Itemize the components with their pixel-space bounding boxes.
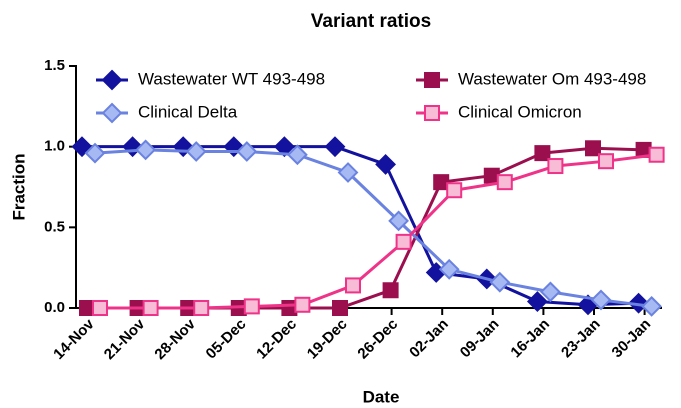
square-marker [534,145,551,162]
diamond-marker [286,144,308,166]
square-marker [92,300,108,316]
square-marker [243,298,260,315]
x-tick-label: 12-Dec [253,316,300,363]
diamond-marker [273,136,295,158]
square-marker [446,182,463,199]
square-marker [547,158,564,175]
diamond-marker [236,141,258,162]
x-tick-label: 16-Jan [507,316,553,362]
square-marker [496,174,513,191]
diamond-marker [375,153,397,175]
x-tick-label: 02-Jan [406,316,452,362]
y-tick-label: 1.0 [44,138,65,155]
square-marker [433,174,450,191]
square-marker [395,233,412,250]
diamond-marker [185,141,207,162]
y-tick-label: 0.5 [44,218,65,235]
legend-marker [424,105,440,121]
square-marker [193,300,210,316]
legend-label: Clinical Delta [138,102,238,121]
x-tick-label: 23-Jan [558,316,604,362]
diamond-marker [526,291,548,312]
diamond-marker [641,295,663,317]
x-tick-label: 09-Jan [457,316,503,362]
x-tick-label: 05-Dec [203,316,250,363]
legend-label: Wastewater Om 493-498 [458,69,646,88]
x-tick-label: 28-Nov [151,315,199,363]
chart-title: Variant ratios [311,11,431,32]
diamond-marker [135,139,157,161]
legend-label: Clinical Omicron [458,102,582,121]
legend-marker [424,72,440,88]
diamond-marker [489,271,511,293]
diamond-marker [324,136,346,158]
square-marker [648,146,665,163]
square-marker [142,300,159,316]
square-marker [79,300,95,316]
x-tick-label: 26-Dec [354,316,401,363]
y-tick-label: 0.0 [44,299,65,316]
diamond-marker [71,136,93,158]
square-marker [345,277,361,294]
series-line [94,148,652,308]
square-marker [598,153,614,170]
diamond-marker [539,281,561,303]
square-marker [483,167,500,184]
diamond-marker [590,289,612,311]
diamond-marker [438,258,460,280]
x-tick-label: 30-Jan [609,316,655,362]
square-marker [281,300,298,316]
diamond-marker [337,162,359,183]
y-tick-label: 1.5 [44,57,65,74]
legend-marker [101,69,123,91]
square-marker [585,140,601,157]
diamond-marker [84,142,106,164]
x-tick-label: 14-Nov [50,315,98,363]
square-marker [332,300,348,316]
square-marker [382,282,399,299]
legend-marker [101,102,123,124]
diamond-marker [388,210,410,232]
x-tick-label: 21-Nov [101,315,149,363]
x-axis-label: Date [363,387,400,406]
legend-label: Wastewater WT 493-498 [138,69,325,88]
y-axis-label: Fraction [9,153,28,220]
series-line [100,153,657,310]
x-tick-label: 19-Dec [304,316,351,363]
square-marker [294,296,311,313]
